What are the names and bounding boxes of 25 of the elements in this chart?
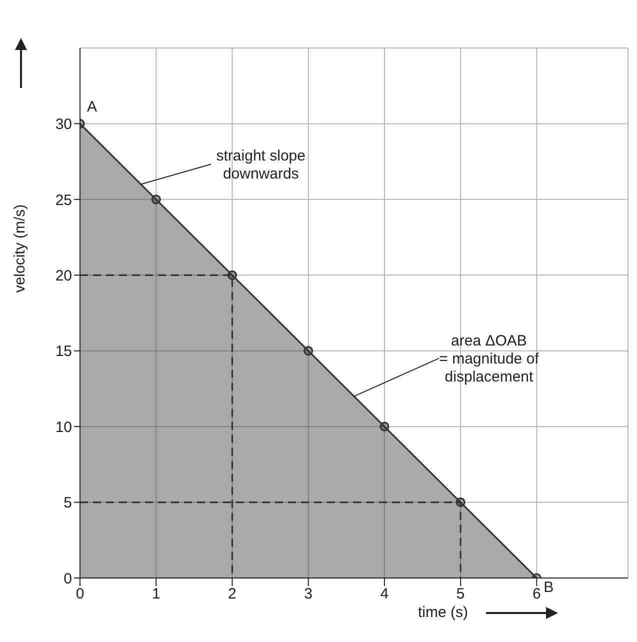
y-tick-label: 10	[55, 418, 72, 436]
x-tick-label: 4	[380, 586, 389, 603]
point	[304, 346, 314, 356]
point	[151, 194, 161, 204]
y-tick-label: 15	[55, 343, 72, 360]
annotation: A	[86, 98, 98, 116]
y-tick-label: 0	[64, 570, 72, 588]
x-axis-title: time (s)	[418, 604, 468, 621]
y-tick-label: 25	[55, 192, 72, 209]
y-tick-label: 5	[64, 494, 72, 512]
y-axis-title: velocity (m/s)	[12, 204, 28, 292]
x-tick-label: 2	[228, 586, 236, 603]
point	[227, 270, 238, 280]
annotation: straight slope downwards	[216, 147, 306, 182]
y-tick-label: 20	[55, 267, 72, 284]
point	[380, 422, 390, 432]
x-tick-label: 5	[456, 586, 465, 603]
annotation: area ΔOAB = magnitude of displacement	[439, 332, 540, 386]
annotation: B	[544, 579, 554, 596]
x-tick-label: 1	[152, 586, 160, 603]
x-tick-label: 0	[76, 586, 84, 603]
point	[456, 497, 466, 508]
x-tick-label: 6	[532, 586, 541, 603]
x-tick-label: 3	[304, 586, 313, 603]
y-tick-label: 30	[55, 116, 72, 134]
